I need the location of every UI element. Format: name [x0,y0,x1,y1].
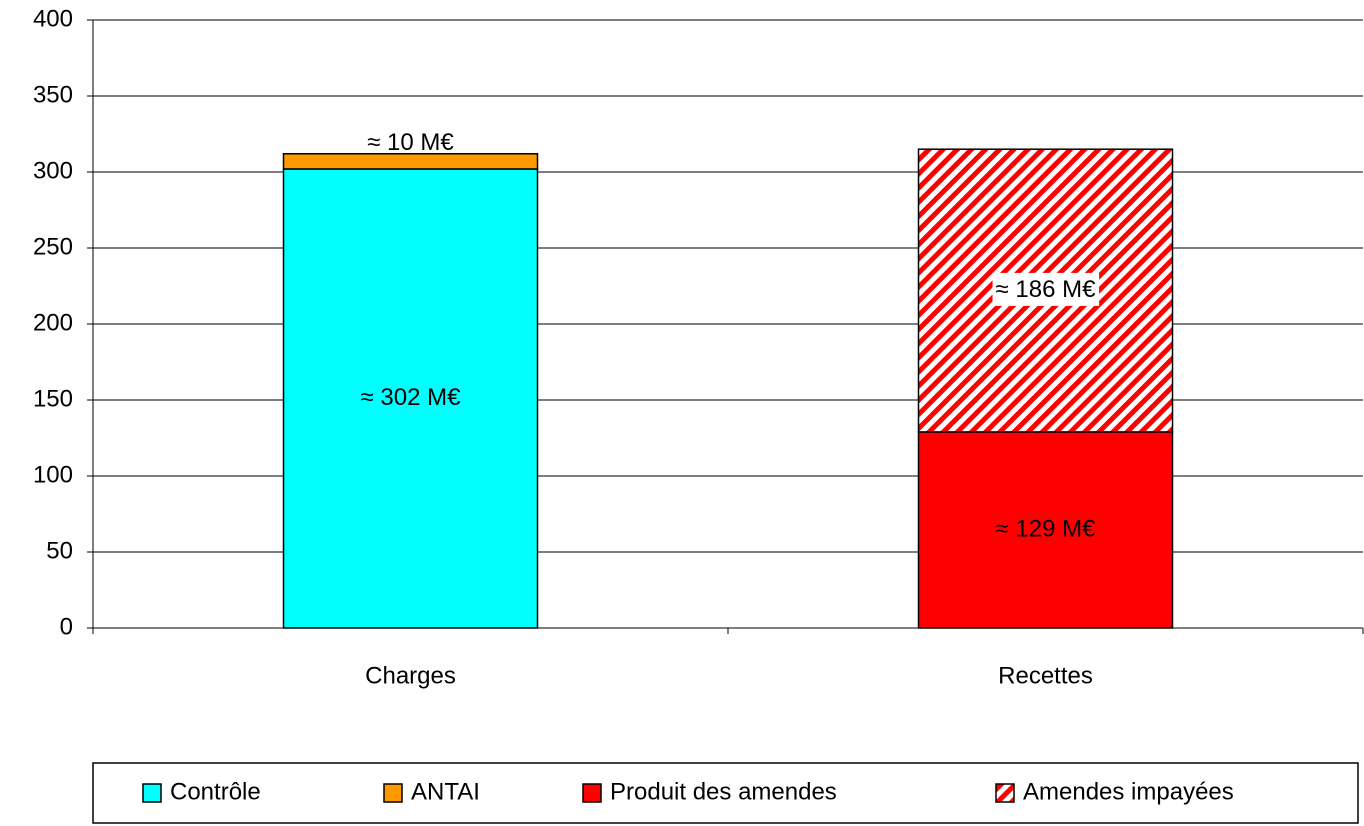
y-tick-label: 300 [33,157,73,184]
value-label: ≈ 186 M€ [996,276,1097,303]
y-tick-label: 150 [33,385,73,412]
legend-swatch [383,783,403,803]
legend-swatch [142,783,162,803]
legend-label: ANTAI [411,778,480,805]
legend-label: Produit des amendes [610,778,837,805]
legend-swatch [995,783,1015,803]
y-tick-label: 0 [60,613,73,640]
value-label: ≈ 302 M€ [361,384,462,411]
bar-segment [282,153,539,170]
y-tick-label: 50 [46,537,73,564]
value-label-bg [992,272,1100,306]
legend-swatch [582,783,602,803]
y-tick-label: 250 [33,233,73,260]
legend-label: Contrôle [170,778,261,805]
y-tick-label: 100 [33,461,73,488]
bar-segment [917,431,1174,629]
legend-box [92,762,1359,824]
y-tick-label: 200 [33,309,73,336]
legend-label: Amendes impayées [1023,778,1234,805]
y-tick-label: 350 [33,81,73,108]
x-tick-label: Recettes [998,662,1093,689]
value-label: ≈ 129 M€ [996,515,1097,542]
value-label: ≈ 10 M€ [367,129,454,156]
y-tick-label: 400 [33,5,73,32]
bar-segment [282,168,539,629]
x-tick-label: Charges [365,662,456,689]
